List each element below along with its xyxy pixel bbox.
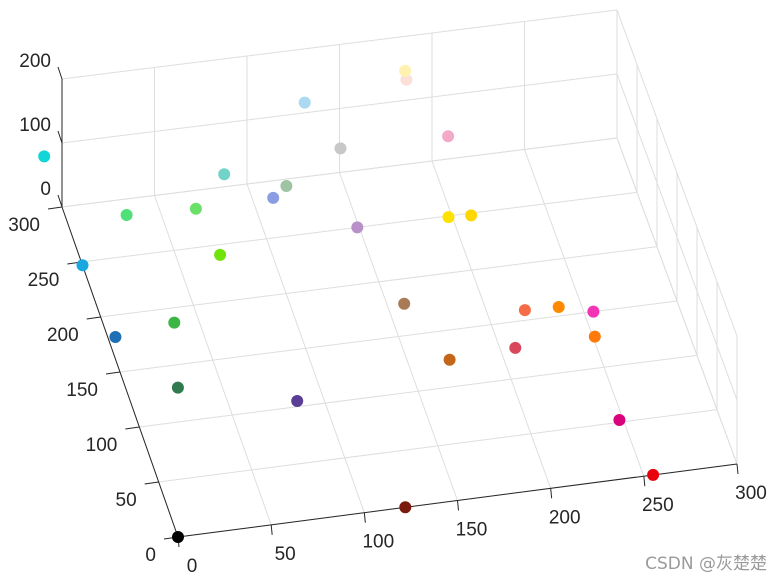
- x-tick-label: 150: [456, 520, 488, 541]
- y-tick-mark: [144, 481, 159, 485]
- y-tick-label: 300: [8, 215, 40, 236]
- floor-grid-line: [139, 354, 698, 428]
- x-tick-label: 300: [735, 483, 767, 504]
- y-tick-mark: [125, 426, 140, 430]
- watermark: CSDN @灰楚楚: [645, 554, 767, 574]
- data-point: [465, 209, 478, 222]
- y-tick-mark: [47, 206, 63, 210]
- y-tick-label: 0: [145, 545, 156, 566]
- data-point: [168, 316, 181, 329]
- data-point: [109, 331, 122, 343]
- data-point: [291, 395, 304, 407]
- data-point: [587, 305, 600, 318]
- data-point: [334, 142, 347, 155]
- floor-grid-line: [100, 246, 658, 318]
- tick-labels: 0501001502002503000501001502002503000100…: [8, 51, 767, 577]
- side-wall-grid-line: [616, 9, 738, 337]
- data-point: [400, 73, 413, 86]
- x-tick-mark: [363, 512, 366, 523]
- x-tick-label: 0: [187, 556, 198, 577]
- x-tick-mark: [736, 463, 739, 475]
- data-point: [398, 297, 411, 310]
- y-tick-label: 150: [66, 380, 98, 401]
- back-wall-grid-line: [61, 9, 618, 80]
- data-point: [399, 501, 412, 514]
- x-tick-label: 100: [362, 532, 394, 553]
- x-tick-mark: [643, 476, 646, 487]
- x-tick-label: 50: [275, 544, 296, 565]
- axes: [47, 66, 739, 548]
- x-tick-mark: [550, 488, 553, 499]
- data-point: [76, 259, 89, 272]
- x-tick-label: 250: [642, 495, 674, 516]
- y-tick-label: 250: [28, 270, 60, 291]
- y-tick-label: 100: [86, 435, 118, 456]
- y-tick-label: 50: [116, 490, 137, 511]
- back-wall-grid-line: [61, 73, 618, 144]
- data-point: [120, 209, 133, 221]
- data-point: [442, 211, 455, 224]
- data-point: [189, 202, 202, 215]
- data-point: [442, 130, 455, 143]
- data-point: [509, 341, 522, 354]
- data-point: [214, 248, 227, 261]
- data-point: [399, 64, 412, 77]
- data-point: [588, 330, 601, 343]
- data-point: [518, 304, 531, 317]
- side-wall-grid-line: [616, 73, 738, 401]
- data-point: [218, 168, 231, 181]
- y-tick-label: 200: [47, 325, 79, 346]
- data-point: [552, 301, 565, 313]
- y-tick-mark: [105, 371, 121, 375]
- grid-lines: [61, 9, 738, 538]
- x-tick-mark: [270, 524, 273, 535]
- z-tick-label: 200: [19, 51, 51, 72]
- z-tick-mark: [57, 194, 63, 208]
- data-point: [172, 531, 184, 543]
- data-point: [38, 150, 51, 163]
- data-points: [38, 64, 660, 543]
- data-point: [443, 353, 456, 366]
- floor-grid-line: [119, 300, 678, 373]
- data-point: [351, 221, 364, 234]
- data-point: [298, 96, 311, 109]
- data-point: [647, 468, 660, 481]
- data-point: [171, 381, 184, 394]
- x-tick-mark: [457, 500, 459, 511]
- data-point: [280, 180, 293, 192]
- z-tick-mark: [57, 66, 63, 80]
- side-wall-grid-line: [616, 137, 738, 465]
- z-tick-label: 100: [19, 115, 51, 136]
- x-tick-label: 200: [549, 507, 581, 528]
- z-tick-mark: [57, 130, 63, 144]
- z-tick-label: 0: [40, 179, 51, 200]
- data-point: [613, 414, 626, 426]
- back-wall-grid-line: [61, 137, 618, 208]
- data-point: [267, 191, 280, 204]
- y-tick-mark: [86, 316, 101, 320]
